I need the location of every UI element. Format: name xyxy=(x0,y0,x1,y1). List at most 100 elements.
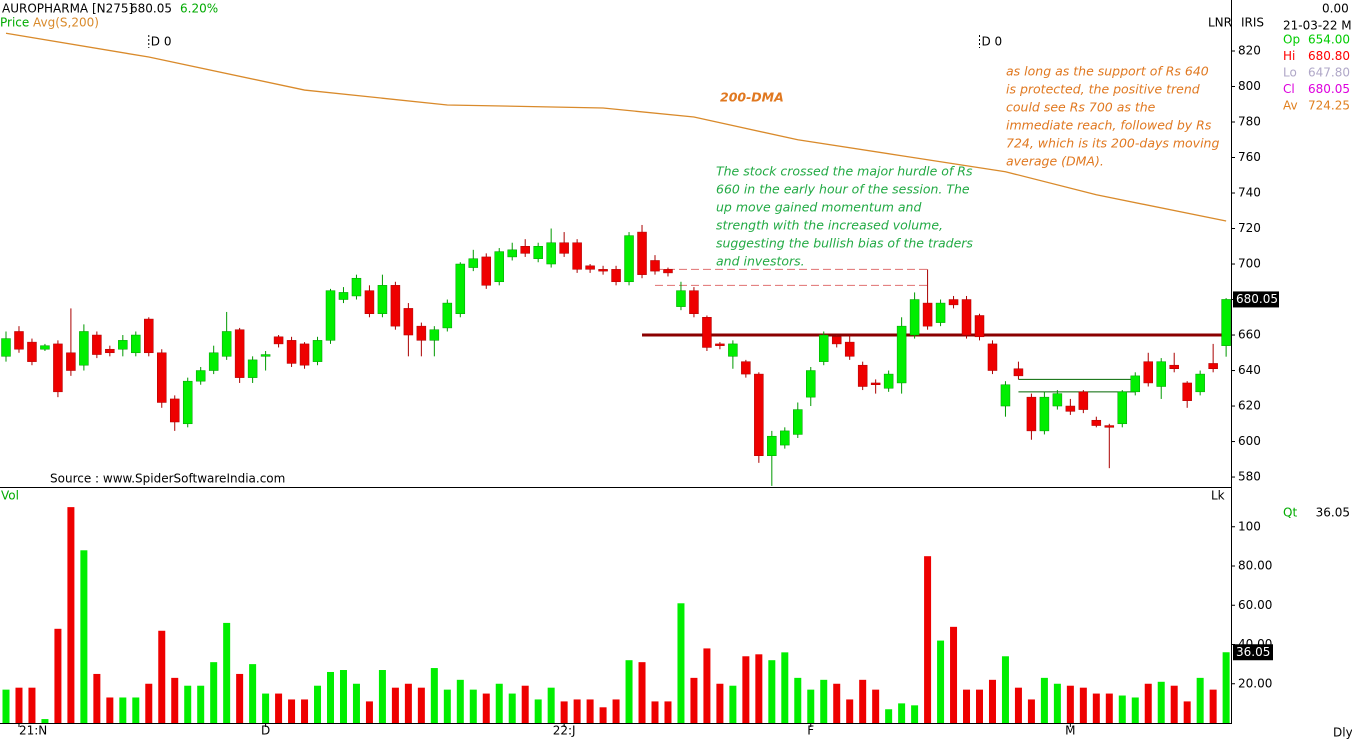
candle-body xyxy=(247,359,258,378)
candle-body xyxy=(611,269,621,283)
candle-body xyxy=(844,341,855,357)
volume-bar xyxy=(1053,683,1061,723)
y-tick-label: 760 xyxy=(1238,150,1261,164)
candle-body xyxy=(585,265,595,270)
volume-bar xyxy=(80,550,88,723)
volume-bar xyxy=(262,693,270,723)
volume-bar xyxy=(937,640,945,723)
volume-bar xyxy=(171,677,179,723)
candle-body xyxy=(1052,393,1063,407)
candle-body xyxy=(1091,419,1102,426)
volume-bar xyxy=(378,670,386,723)
candle-body xyxy=(14,331,24,350)
header-price: 680.05 xyxy=(130,2,172,16)
volume-bar xyxy=(1118,695,1126,723)
volume-bar xyxy=(119,697,127,723)
candle-body xyxy=(1156,361,1166,387)
candle-body xyxy=(1065,405,1076,412)
candle-body xyxy=(221,331,232,357)
volume-bar xyxy=(1014,687,1022,723)
volume-bar xyxy=(1079,687,1087,723)
volume-bar xyxy=(703,648,711,723)
last-volume-box xyxy=(1233,644,1273,661)
volume-bar xyxy=(391,687,399,723)
volume-bar xyxy=(15,687,23,723)
symbol: AUROPHARMA [N275] xyxy=(2,2,133,16)
info-value: 724.25 xyxy=(1308,99,1350,113)
candle-body xyxy=(377,285,388,314)
info-label: Lo xyxy=(1283,66,1297,80)
volume-bar xyxy=(898,703,906,723)
last-volume: 36.05 xyxy=(1236,645,1270,659)
top-value: 0.00 xyxy=(1322,2,1349,16)
volume-bar xyxy=(1001,656,1009,723)
candle-body xyxy=(351,277,362,297)
candle-body xyxy=(429,329,440,341)
y-tick-label: 780 xyxy=(1238,115,1261,129)
candle-body xyxy=(131,334,141,354)
volume-bar xyxy=(651,701,659,723)
volume-bar xyxy=(1105,693,1113,723)
annotation-left: strength with the increased volume, xyxy=(716,218,943,233)
volume-bar xyxy=(1196,677,1204,723)
candle-body xyxy=(1013,368,1024,377)
candle-body xyxy=(767,435,777,456)
candle-body xyxy=(312,340,323,362)
volume-bar xyxy=(1157,681,1165,723)
volume-bar xyxy=(430,668,438,723)
volume-bar xyxy=(2,689,10,723)
y-tick-label: 700 xyxy=(1238,257,1261,271)
candle-body xyxy=(870,382,881,385)
legend-price: Price xyxy=(0,16,29,30)
volume-bar xyxy=(327,671,334,723)
info-label: Op xyxy=(1283,33,1300,47)
volume-bar xyxy=(132,697,140,723)
candle-body xyxy=(208,352,219,371)
volume-bar xyxy=(1040,677,1048,723)
y-tick-label: 720 xyxy=(1238,221,1261,235)
volume-bar xyxy=(1183,701,1191,723)
volume-bar xyxy=(1092,693,1100,723)
volume-bar xyxy=(833,683,841,723)
candle-body xyxy=(857,364,868,387)
candle-body xyxy=(741,361,751,375)
volume-bar xyxy=(236,673,244,723)
info-label: Av xyxy=(1283,99,1298,113)
volume-bar xyxy=(664,701,672,723)
candle-body xyxy=(403,308,414,336)
candle-body xyxy=(818,334,829,362)
source-tag: IRIS xyxy=(1241,16,1264,30)
x-tick-label: M xyxy=(1065,724,1075,738)
candle-body xyxy=(1117,391,1128,425)
y-tick-label: 800 xyxy=(1238,79,1261,93)
candle-body xyxy=(1078,391,1089,410)
candle-body xyxy=(896,325,907,384)
volume-bar xyxy=(67,507,75,723)
candle-body xyxy=(533,246,543,259)
source: Source : www.SpiderSoftwareIndia.com xyxy=(50,472,285,486)
volume-bar xyxy=(911,705,919,723)
x-tick-label: 22:J xyxy=(553,724,576,738)
annotation-right: could see Rs 700 as the xyxy=(1006,100,1156,115)
volume-bar xyxy=(794,677,802,723)
y-tick-label: 740 xyxy=(1238,186,1261,200)
candle-body xyxy=(780,430,790,446)
candle-body xyxy=(169,398,180,423)
candle-body xyxy=(286,340,297,364)
volume-tick-label: 60.00 xyxy=(1238,598,1272,612)
candle-body xyxy=(728,343,738,357)
y-tick-label: 620 xyxy=(1238,399,1261,413)
volume-bar xyxy=(1131,697,1139,723)
volume-bar xyxy=(612,699,620,723)
scale-tag: LNR xyxy=(1208,16,1232,30)
annotation-right: is protected, the positive trend xyxy=(1006,82,1200,97)
volume-tick-label: 100 xyxy=(1238,519,1261,533)
candle-body xyxy=(974,315,985,338)
candle-body xyxy=(66,352,76,371)
candle-body xyxy=(1182,382,1192,401)
candle-body xyxy=(390,285,401,327)
candle-body xyxy=(105,348,115,354)
annotation-left: up move gained momentum and xyxy=(716,200,921,215)
candle-body xyxy=(987,343,998,371)
candle-body xyxy=(1143,361,1153,384)
